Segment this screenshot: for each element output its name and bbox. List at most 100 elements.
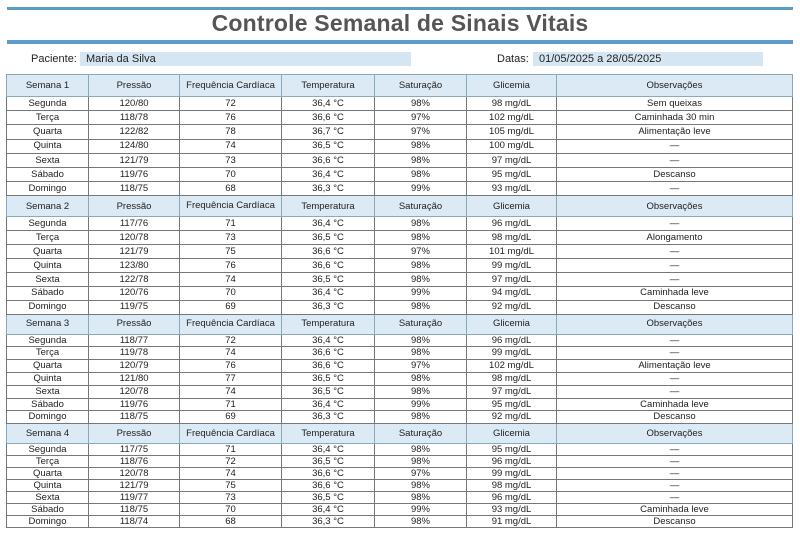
day-cell: Sexta — [6, 152, 89, 168]
table-row: Sexta 121/79 73 36,6 °C 98% 97 mg/dL — — [6, 152, 793, 168]
value-cell: 101 mg/dL — [466, 244, 557, 259]
value-cell: 119/75 — [88, 299, 180, 315]
value-cell: 95 mg/dL — [466, 443, 557, 457]
table-row: Domingo 118/74 68 36,3 °C 98% 91 mg/dL Descans… — [6, 515, 793, 529]
week-label: Semana 1 — [6, 74, 89, 97]
value-cell: 98% — [374, 271, 467, 287]
value-cell: — — [556, 138, 793, 154]
value-cell: 97% — [374, 467, 467, 481]
value-cell: Descanso — [556, 166, 793, 183]
table-row: Quarta 120/79 76 36,6 °C 97% 102 mg/dL Aliment… — [6, 359, 793, 373]
value-cell: 36,4 °C — [281, 285, 375, 301]
value-cell: 118/77 — [88, 333, 180, 348]
day-cell: Sexta — [6, 384, 89, 399]
value-cell: 118/74 — [88, 515, 180, 529]
table-row: Segunda 117/75 71 36,4 °C 98% 95 mg/dL — — [6, 443, 793, 457]
column-header: Temperatura — [281, 313, 375, 335]
value-cell: 72 — [179, 333, 282, 348]
value-cell: 98% — [374, 479, 467, 493]
day-cell: Sábado — [6, 397, 89, 412]
value-cell: 118/75 — [88, 410, 180, 425]
table-row: Quinta 123/80 76 36,6 °C 98% 99 mg/dL — — [6, 257, 793, 273]
column-header: Saturação — [374, 195, 467, 218]
value-cell: 68 — [179, 515, 282, 529]
day-cell: Quarta — [6, 124, 89, 140]
column-header: Saturação — [374, 313, 467, 335]
value-cell: 69 — [179, 299, 282, 315]
value-cell: 36,4 °C — [281, 216, 375, 232]
day-cell: Terça — [6, 230, 89, 246]
day-cell: Sexta — [6, 491, 89, 505]
column-header: Glicemia — [466, 313, 557, 335]
column-header: Saturação — [374, 74, 467, 97]
week-label: Semana 4 — [6, 423, 89, 445]
value-cell: 73 — [179, 230, 282, 246]
value-cell: 98% — [374, 491, 467, 505]
value-cell: Caminhada leve — [556, 285, 793, 301]
table-row: Sábado 119/76 70 36,4 °C 98% 95 mg/dL Descanso — [6, 166, 793, 183]
value-cell: 117/76 — [88, 216, 180, 232]
value-cell: 98 mg/dL — [466, 95, 557, 112]
day-cell: Quinta — [6, 138, 89, 154]
column-header: Frequência Cardíaca — [179, 195, 282, 218]
column-header: Saturação — [374, 423, 467, 445]
value-cell: 95 mg/dL — [466, 397, 557, 412]
column-header: Glicemia — [466, 74, 557, 97]
day-cell: Quinta — [6, 479, 89, 493]
day-cell: Quinta — [6, 257, 89, 273]
value-cell: 98% — [374, 216, 467, 232]
value-cell: 97 mg/dL — [466, 271, 557, 287]
value-cell: 96 mg/dL — [466, 333, 557, 348]
value-cell: 36,5 °C — [281, 138, 375, 154]
value-cell: 36,4 °C — [281, 95, 375, 112]
value-cell: 117/75 — [88, 443, 180, 457]
table-row: Quarta 120/78 74 36,6 °C 97% 99 mg/dL — — [6, 467, 793, 481]
value-cell: 36,7 °C — [281, 124, 375, 140]
column-header: Pressão — [88, 195, 180, 218]
table-row: Sábado 120/76 70 36,4 °C 99% 94 mg/dL Caminhad… — [6, 285, 793, 301]
value-cell: Alimentação leve — [556, 124, 793, 140]
table-row: Sábado 118/75 70 36,4 °C 99% 93 mg/dL Caminhad… — [6, 503, 793, 517]
dates-field[interactable]: 01/05/2025 a 28/05/2025 — [533, 52, 763, 66]
value-cell: 36,5 °C — [281, 491, 375, 505]
value-cell: 99% — [374, 285, 467, 301]
value-cell: 93 mg/dL — [466, 181, 557, 197]
value-cell: 92 mg/dL — [466, 299, 557, 315]
value-cell: 98% — [374, 95, 467, 112]
value-cell: 36,6 °C — [281, 479, 375, 493]
table-row: Quinta 121/80 77 36,5 °C 98% 98 mg/dL — — [6, 371, 793, 386]
value-cell: 74 — [179, 346, 282, 361]
table-row: Quarta 121/79 75 36,6 °C 97% 101 mg/dL — — [6, 244, 793, 259]
value-cell: 98% — [374, 443, 467, 457]
value-cell: 97% — [374, 244, 467, 259]
week-header-row: Semana 2 Pressão Frequência Cardíaca Temper… — [6, 195, 793, 218]
value-cell: — — [556, 346, 793, 361]
value-cell: Caminhada leve — [556, 503, 793, 517]
value-cell: 36,5 °C — [281, 371, 375, 386]
value-cell: 120/78 — [88, 384, 180, 399]
value-cell: 118/76 — [88, 455, 180, 469]
patient-field[interactable]: Maria da Silva — [80, 52, 411, 66]
value-cell: 99 mg/dL — [466, 346, 557, 361]
value-cell: Alongamento — [556, 230, 793, 246]
value-cell: — — [556, 443, 793, 457]
value-cell: 68 — [179, 181, 282, 197]
value-cell: — — [556, 371, 793, 386]
value-cell: 36,5 °C — [281, 384, 375, 399]
value-cell: 36,5 °C — [281, 271, 375, 287]
value-cell: 77 — [179, 371, 282, 386]
value-cell: 102 mg/dL — [466, 110, 557, 126]
value-cell: 120/80 — [88, 95, 180, 112]
value-cell: 91 mg/dL — [466, 515, 557, 529]
table-row: Segunda 120/80 72 36,4 °C 98% 98 mg/dL Sem que… — [6, 95, 793, 112]
day-cell: Segunda — [6, 443, 89, 457]
value-cell: 98% — [374, 515, 467, 529]
column-header: Glicemia — [466, 195, 557, 218]
value-cell: — — [556, 455, 793, 469]
value-cell: 36,5 °C — [281, 455, 375, 469]
value-cell: 98% — [374, 384, 467, 399]
value-cell: 120/76 — [88, 285, 180, 301]
day-cell: Quinta — [6, 371, 89, 386]
day-cell: Domingo — [6, 299, 89, 315]
value-cell: — — [556, 384, 793, 399]
